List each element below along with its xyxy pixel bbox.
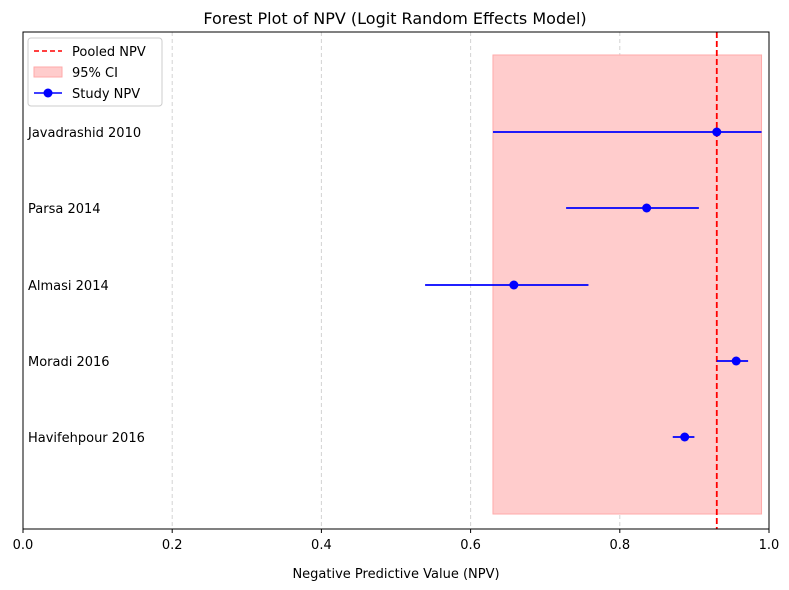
study-point: [680, 432, 690, 442]
study-row: Parsa 2014: [28, 202, 699, 217]
axes-frame: [22, 31, 770, 530]
study-point: [712, 127, 722, 137]
study-row: Havifehpour 2016: [28, 431, 695, 446]
study-row: Moradi 2016: [28, 355, 749, 370]
study-label: Havifehpour 2016: [28, 431, 145, 446]
x-tick-label: 0.2: [162, 538, 183, 553]
study-label: Moradi 2016: [28, 355, 110, 370]
legend: Pooled NPV 95% CI Study NPV: [27, 37, 163, 107]
x-tick-label: 0.0: [13, 538, 34, 553]
x-tick-label: 1.0: [759, 538, 780, 553]
legend-study-label: Study NPV: [72, 87, 140, 102]
legend-box: [27, 37, 163, 107]
chart-title: Forest Plot of NPV (Logit Random Effects…: [203, 9, 586, 28]
study-label: Javadrashid 2010: [27, 126, 141, 141]
legend-study-swatch-marker: [43, 88, 53, 98]
study-label: Almasi 2014: [28, 279, 109, 294]
legend-ci-swatch: [33, 66, 63, 78]
x-axis-label: Negative Predictive Value (NPV): [292, 567, 499, 582]
x-tick-label: 0.4: [311, 538, 332, 553]
x-tick-label: 0.6: [460, 538, 481, 553]
study-point: [731, 356, 741, 366]
study-row: Almasi 2014: [28, 279, 589, 294]
legend-pooled-label: Pooled NPV: [72, 45, 146, 60]
study-row: Javadrashid 2010: [27, 126, 762, 141]
study-point: [642, 203, 652, 213]
study-label: Parsa 2014: [28, 202, 101, 217]
legend-ci-label: 95% CI: [72, 66, 118, 81]
x-axis-ticks: 0.0 0.2 0.4 0.6 0.8 1.0: [13, 529, 780, 553]
study-point: [509, 280, 519, 290]
study-series: Javadrashid 2010 Parsa 2014 Almasi 2014 Mor…: [27, 126, 762, 446]
x-tick-label: 0.8: [609, 538, 630, 553]
